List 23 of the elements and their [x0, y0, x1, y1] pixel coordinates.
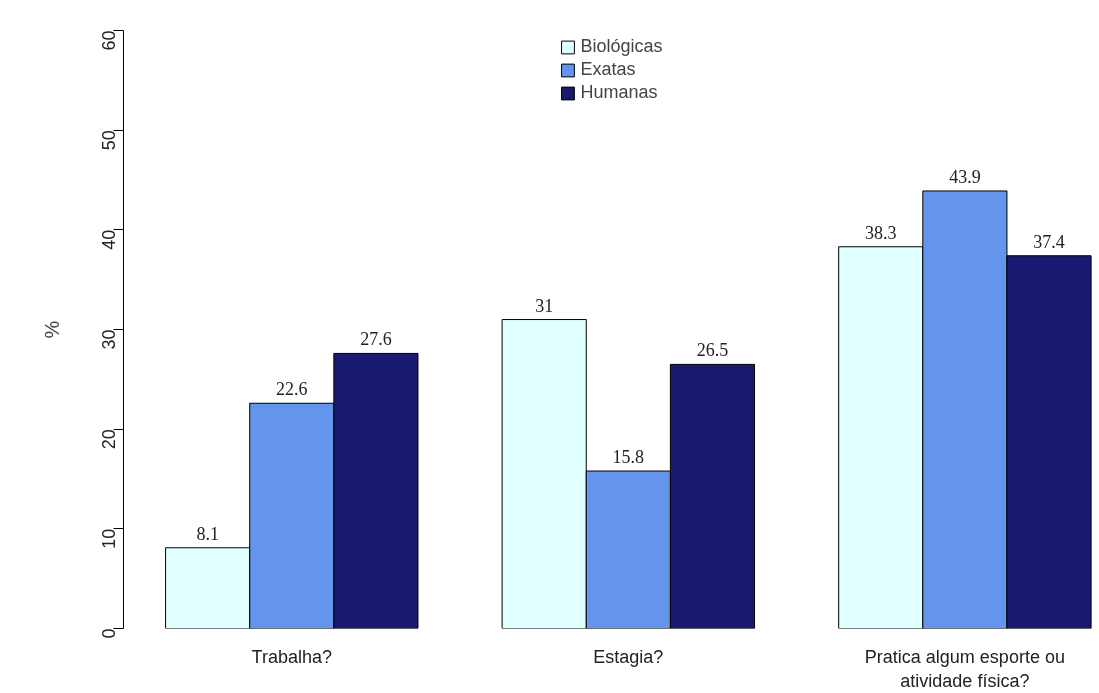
- data-label: 37.4: [1033, 231, 1065, 252]
- y-axis-title: %: [40, 320, 63, 339]
- y-tick-label: 20: [99, 429, 119, 450]
- x-tick-label: Estagia?: [593, 646, 664, 667]
- legend-label: Exatas: [580, 59, 636, 80]
- data-label: 15.8: [612, 447, 645, 468]
- y-tick-label: 10: [99, 528, 119, 549]
- y-tick-label: 60: [99, 30, 119, 51]
- x-tick-label: Trabalha?: [251, 646, 332, 667]
- data-label: 38.3: [864, 222, 897, 243]
- y-tick-label: 30: [99, 329, 119, 350]
- data-label: 26.5: [696, 340, 729, 361]
- y-tick-label: 50: [99, 130, 119, 151]
- data-label: 8.1: [196, 523, 219, 544]
- y-tick-label: 0: [99, 628, 119, 639]
- data-label: 27.6: [360, 329, 392, 350]
- x-tick-label: Pratica algum esporte ou atividade física?: [864, 646, 1065, 691]
- data-label: 31: [535, 295, 554, 316]
- legend-label: Humanas: [580, 82, 658, 103]
- legend-label: Biológicas: [580, 36, 663, 57]
- y-tick-label: 40: [99, 229, 119, 250]
- data-label: 22.6: [276, 379, 308, 400]
- data-label: 43.9: [949, 166, 981, 187]
